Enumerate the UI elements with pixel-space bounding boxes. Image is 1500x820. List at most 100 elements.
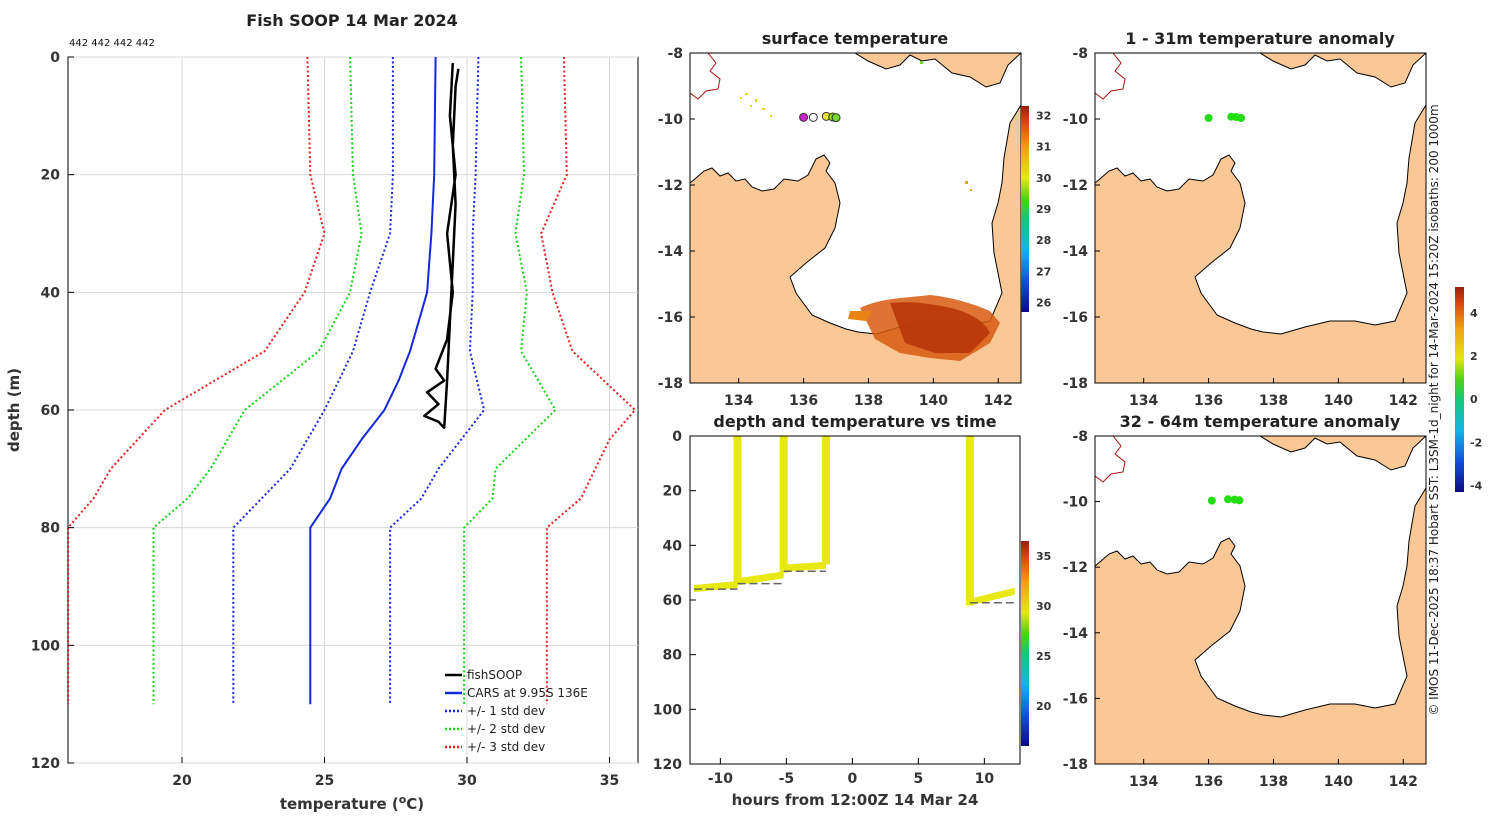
sst-y-tick-label: -16 (658, 310, 683, 326)
anomaly-colorbar-tick-label: 4 (1470, 307, 1478, 320)
sst-sparse-pixels (740, 61, 972, 191)
anomaly-2-y-tick-label: -12 (1063, 560, 1088, 576)
time-y-tick-label: 20 (663, 484, 683, 500)
anomaly-colorbar-tick-label: 2 (1470, 350, 1478, 363)
series--2-std (152, 56, 363, 705)
sst-hot-patch (890, 302, 990, 353)
series--1-std (389, 56, 486, 705)
series--2-std (463, 56, 557, 705)
time-x-ticks: -10 -5 0 5 10 (708, 758, 994, 787)
sst-title: surface temperature (762, 29, 949, 48)
time-y-tick-label: 120 (653, 757, 682, 773)
anomaly-point (1224, 495, 1233, 504)
sst-colorbar-tick-label: 31 (1036, 141, 1051, 154)
anomaly-1-axes (1094, 52, 1427, 384)
profile-series (67, 56, 637, 705)
profile-y-tick-label: 120 (31, 756, 60, 772)
sst-colorbar-tick-label: 26 (1036, 297, 1052, 310)
time-marks (693, 436, 1015, 606)
anomaly-1-x-tick-label: 134 (1129, 393, 1158, 409)
anomaly-2-y-tick-label: -8 (1072, 429, 1088, 445)
anomaly-colorbar (1455, 287, 1464, 492)
sst-y-tick-label: -18 (658, 376, 683, 392)
sst-map-geo (690, 53, 1021, 383)
sst-colorbar-tick-label: 27 (1036, 265, 1051, 278)
profile-y-tick-label: 20 (41, 168, 61, 184)
sst-y-tick-label: -12 (658, 178, 683, 194)
anomaly-colorbar-tick-label: -2 (1470, 436, 1482, 449)
anomaly-colorbar-ticks: -4 -2 0 2 4 (1470, 307, 1483, 493)
profile-x-tick-label: 20 (172, 773, 192, 789)
sst-map-area (690, 53, 1021, 383)
profile-y-tick-label: 0 (50, 50, 60, 66)
profile-y-tick-label: 80 (41, 521, 61, 537)
credit-text: © IMOS 11-Dec-2025 18:37 Hobart SST: L3S… (1427, 104, 1441, 715)
legend-fishsoop: fishSOOP (467, 668, 522, 682)
time-x-tick-label: 0 (847, 771, 857, 787)
sst-colorbar-tick-label: 32 (1036, 109, 1051, 122)
anomaly-colorbar-tick-label: -4 (1470, 480, 1483, 493)
legend-1std: +/- 1 std dev (467, 704, 545, 718)
anomaly-2-title: 32 - 64m temperature anomaly (1120, 412, 1401, 431)
time-panel: depth and temperature vs time -10 -5 0 5 10 … (653, 412, 1052, 809)
anomaly-1-x-ticks: 134 136 138 140 142 (1129, 378, 1418, 409)
profile-x-label: temperature (oC) (280, 793, 424, 813)
time-cast-profile (965, 436, 974, 606)
profile-y-tick-label: 40 (41, 285, 61, 301)
series--3-std (67, 56, 326, 705)
time-y-ticks: 0 20 40 60 80 100 120 (653, 429, 696, 773)
anomaly-1-points (1204, 112, 1246, 123)
sst-colorbar-tick-label: 30 (1036, 172, 1052, 185)
anomaly-point (1204, 114, 1213, 123)
sst-station-marker (831, 113, 841, 123)
series--3-std (540, 56, 637, 705)
time-colorbar-tick-label: 25 (1036, 650, 1051, 663)
sst-river (690, 53, 721, 100)
time-bg (690, 436, 1020, 764)
sst-colorbar-ticks: 26 27 28 29 30 31 32 (1036, 109, 1052, 309)
time-colorbar-tick-label: 20 (1036, 700, 1052, 713)
anomaly-2-x-tick-label: 134 (1129, 774, 1158, 790)
profile-panel: Fish SOOP 14 Mar 2024 442 442 442 442 20… (5, 11, 639, 813)
time-title: depth and temperature vs time (713, 412, 996, 431)
sst-colorbar (1021, 106, 1029, 312)
anomaly-2-x-tick-label: 142 (1389, 774, 1418, 790)
anomaly-1-y-tick-label: -14 (1063, 244, 1089, 260)
anomaly-2-y-tick-label: -18 (1063, 757, 1088, 773)
sst-colorbar-tick-label: 29 (1036, 203, 1051, 216)
profile-x-tick-label: 35 (600, 773, 619, 789)
time-colorbar-tick-label: 35 (1036, 550, 1051, 563)
anomaly-1-y-ticks: -8 -10 -12 -14 -16 -18 (1063, 46, 1100, 392)
anomaly-2-y-tick-label: -14 (1063, 626, 1089, 642)
time-y-tick-label: 80 (663, 648, 683, 664)
profile-x-ticks: 20 25 30 35 (172, 757, 619, 789)
time-y-tick-label: 60 (663, 593, 683, 609)
time-cast-profile (779, 436, 788, 573)
anomaly-2-y-tick-label: -10 (1063, 495, 1089, 511)
sst-station-marker (799, 112, 809, 122)
time-y-tick-label: 100 (653, 702, 682, 718)
time-colorbar-ticks: 20 25 30 35 (1036, 550, 1052, 713)
anomaly-2-axes (1094, 435, 1427, 765)
profile-x-tick-label: 30 (457, 773, 477, 789)
time-bottom-track (783, 561, 826, 572)
time-cast-profile (733, 436, 742, 584)
profile-y-label: depth (m) (5, 368, 23, 452)
anomaly-1-map-geo (1095, 53, 1426, 383)
anomaly-1-title: 1 - 31m temperature anomaly (1125, 29, 1395, 48)
sst-land-northern (854, 53, 1021, 88)
profile-y-tick-label: 60 (41, 403, 61, 419)
anomaly-1-map-area (1095, 53, 1426, 383)
time-cast-profile (821, 436, 830, 565)
sst-y-ticks: -8 -10 -12 -14 -16 -18 (658, 46, 695, 392)
sst-x-tick-label: 142 (984, 393, 1013, 409)
profile-x-tick-label: 25 (315, 773, 334, 789)
sst-y-tick-label: -10 (658, 112, 684, 128)
anomaly-2-x-tick-label: 136 (1194, 774, 1223, 790)
anomaly-2-map-geo (1095, 436, 1426, 764)
anomaly-1-y-tick-label: -18 (1063, 376, 1088, 392)
anomaly-colorbar-tick-label: 0 (1470, 393, 1478, 406)
sst-x-tick-label: 136 (789, 393, 818, 409)
time-y-tick-label: 40 (663, 538, 683, 554)
